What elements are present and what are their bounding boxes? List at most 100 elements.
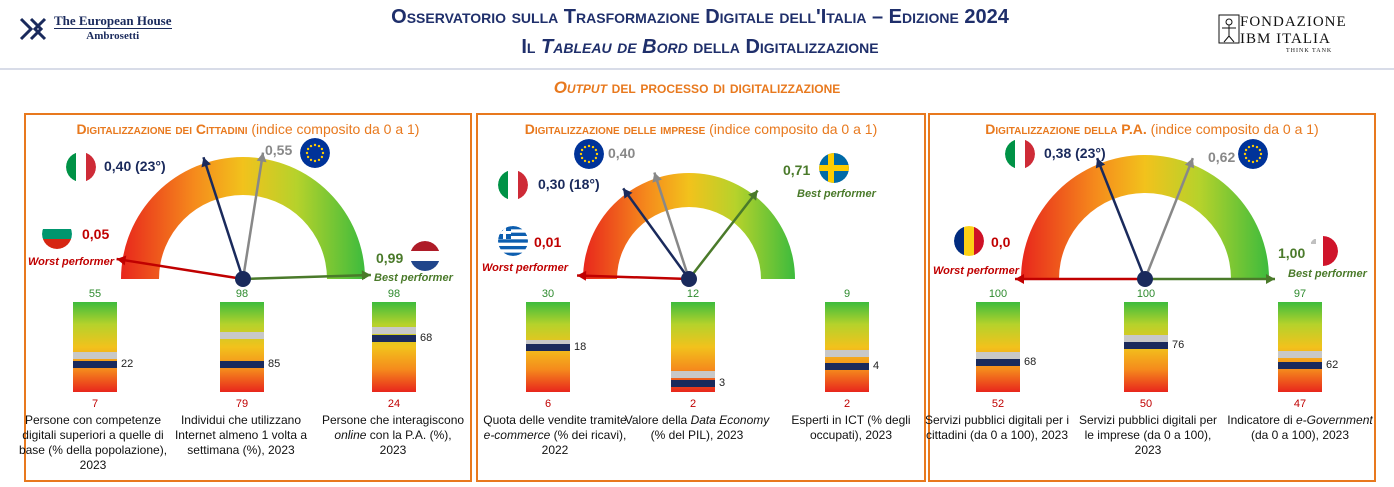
- indicator-bar: [1278, 302, 1322, 392]
- panel-2: Digitalizzazione delle imprese (indice c…: [476, 113, 926, 482]
- bar-max-label: 100: [988, 288, 1008, 300]
- panel-title-note: (indice composito da 0 a 1): [1146, 121, 1319, 137]
- caption-text: Indicatore di: [1227, 413, 1296, 427]
- section-subtitle-rest: del processo di digitalizzazione: [606, 78, 841, 97]
- caption-text: 2022: [541, 443, 569, 457]
- panel-title: Digitalizzazione dei Cittadini (indice c…: [26, 121, 470, 137]
- bar-max-label: 9: [843, 288, 851, 300]
- caption-text: base (% della popolazione),: [18, 443, 168, 457]
- indicator-bar: [671, 302, 715, 392]
- netherlands-flag-icon: [410, 241, 440, 271]
- bar-min-label: 50: [1139, 398, 1153, 410]
- indicator-bar: [220, 302, 264, 392]
- italy-indicator-value: 4: [873, 360, 880, 373]
- indicator-caption: Servizi pubblici digitali per le imprese …: [1073, 413, 1223, 458]
- caption-text: settimana (%), 2023: [187, 443, 295, 457]
- indicator-bar: [372, 302, 416, 392]
- indicator-caption: Valore della Data Economy (% del PIL), 20…: [622, 413, 772, 443]
- bar-min-label: 52: [991, 398, 1005, 410]
- caption-text: cittadini (da 0 a 100), 2023: [925, 428, 1069, 442]
- worst-performer-label: Worst performer: [482, 262, 568, 274]
- bar-max-label: 98: [235, 288, 249, 300]
- org-sub: Ambrosetti: [54, 28, 172, 43]
- bar-max-label: 98: [387, 288, 401, 300]
- italy-indicator-value: 76: [1172, 339, 1185, 352]
- italy-marker: [73, 360, 117, 368]
- section-subtitle-italic: Output: [553, 78, 607, 97]
- panel-1: Digitalizzazione dei Cittadini (indice c…: [24, 113, 472, 482]
- italy-indicator-value: 85: [268, 357, 281, 370]
- worst-value: 0,01: [534, 234, 562, 250]
- bar-min-label: 6: [544, 398, 552, 410]
- italy-indicator-value: 62: [1326, 359, 1339, 371]
- bar-max-label: 55: [88, 288, 102, 300]
- org-name: The European House: [54, 13, 172, 28]
- italy-indicator-value: 3: [719, 377, 726, 389]
- worst-performer-label: Worst performer: [933, 265, 1019, 277]
- caption-text: 2023: [379, 443, 407, 457]
- caption-text: 2023: [1134, 443, 1162, 457]
- italy-marker: [825, 363, 869, 371]
- bar-min-label: 2: [843, 398, 851, 410]
- caption-text: le imprese (da 0 a 100),: [1084, 428, 1212, 442]
- caption-text: Data Economy: [690, 413, 770, 427]
- best-value: 1,00: [1278, 245, 1306, 261]
- best-performer-label: Best performer: [374, 272, 453, 284]
- caption-text: e-Government: [1296, 413, 1373, 427]
- header: The European House Ambrosetti Osservator…: [0, 0, 1394, 68]
- bar-min-label: 7: [91, 398, 99, 410]
- best-performer-label: Best performer: [797, 188, 876, 200]
- sweden-flag-icon: [819, 153, 849, 183]
- italy-indicator-value: 22: [121, 357, 134, 370]
- section-subtitle: Output del processo di digitalizzazione: [0, 78, 1394, 98]
- bulgaria-flag-icon: [42, 219, 72, 249]
- panel-title-note: (indice composito da 0 a 1): [247, 121, 420, 137]
- panel-title: Digitalizzazione della P.A. (indice comp…: [930, 121, 1374, 137]
- caption-text: (% del PIL), 2023: [650, 428, 744, 442]
- indicator-bar: [825, 302, 869, 392]
- italy-flag-icon: [66, 152, 96, 182]
- eu-flag-icon: [300, 138, 330, 168]
- caption-text: e-commerce: [483, 428, 551, 442]
- best-performer-label: Best performer: [1288, 268, 1367, 280]
- bar-max-label: 30: [541, 288, 555, 300]
- italy-value: 0,30 (18°): [538, 176, 600, 192]
- indicator-caption: Persone che interagiscono online con la P…: [318, 413, 468, 458]
- caption-text: Persone con competenze: [24, 413, 162, 427]
- panel-title-note: (indice composito da 0 a 1): [705, 121, 878, 137]
- eu-value: 0,55: [265, 142, 293, 158]
- indicator-bar: [976, 302, 1020, 392]
- indicator-bar: [526, 302, 570, 392]
- italy-flag-icon: [498, 170, 528, 200]
- caption-text: Internet almeno 1 volta a: [174, 428, 308, 442]
- italy-indicator-value: 18: [574, 341, 587, 353]
- bar-max-label: 100: [1136, 288, 1156, 300]
- caption-text: Servizi pubblici digitali per: [1078, 413, 1218, 427]
- ambrosetti-logo: The European House Ambrosetti: [18, 14, 172, 43]
- ibm-foundation-logo: FONDAZIONE IBM ITALIA THINK TANK: [1218, 14, 1347, 54]
- partner-line1: FONDAZIONE: [1240, 14, 1347, 30]
- eu-marker: [671, 371, 715, 378]
- indicator-caption: Quota delle vendite tramite e-commerce (%…: [480, 413, 630, 458]
- worst-performer-label: Worst performer: [28, 256, 114, 268]
- indicator-caption: Persone con competenze digitali superiori…: [18, 413, 168, 473]
- partner-line2: IBM ITALIA: [1240, 31, 1331, 47]
- header-divider: [0, 68, 1394, 70]
- indicator-caption: Servizi pubblici digitali per i cittadini…: [922, 413, 1072, 443]
- italy-marker: [1124, 342, 1168, 350]
- italy-marker: [1278, 362, 1322, 369]
- bar-min-label: 2: [689, 398, 697, 410]
- ambrosetti-logo-mark-icon: [19, 17, 47, 40]
- best-value: 0,99: [376, 250, 404, 266]
- panel-title-main: Digitalizzazione della P.A.: [985, 121, 1147, 137]
- bar-max-label: 97: [1293, 288, 1307, 300]
- eu-marker: [73, 351, 117, 359]
- caption-text: 2023: [79, 458, 107, 472]
- bar-min-label: 24: [387, 398, 401, 410]
- italy-marker: [372, 335, 416, 343]
- caption-text: Individui che utilizzano: [180, 413, 302, 427]
- italy-indicator-value: 68: [1024, 356, 1037, 368]
- eu-marker: [372, 326, 416, 334]
- page-subtitle: Il Tableau de Bord della Digitalizzazion…: [521, 36, 879, 58]
- worst-value: 0,05: [82, 226, 110, 242]
